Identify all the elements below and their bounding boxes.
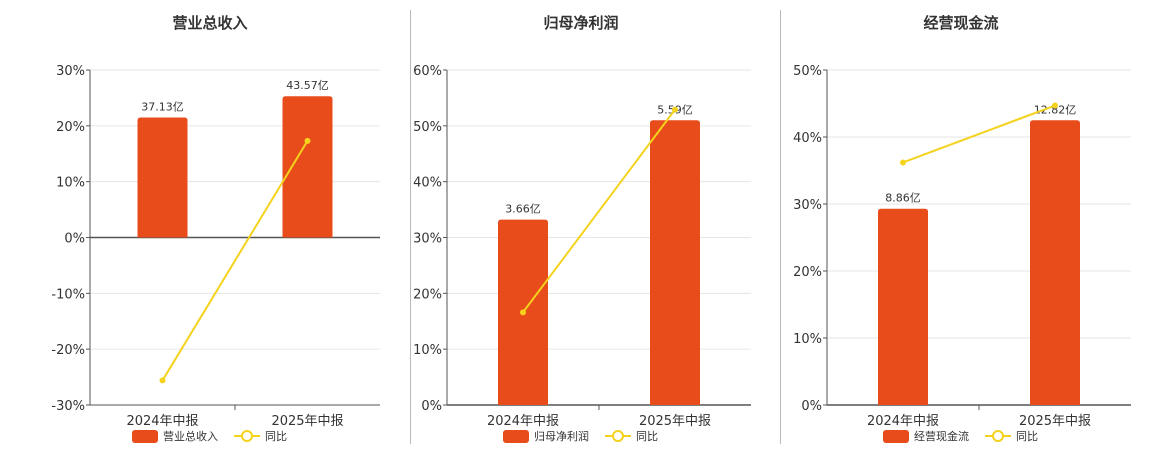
y-tick-label: 40%	[413, 176, 442, 191]
legend-swatch-bar	[132, 430, 158, 443]
y-tick-label: 40%	[793, 131, 822, 146]
y-tick-label: 20%	[793, 265, 822, 280]
x-tick-label: 2024年中报	[487, 414, 559, 429]
legend-swatch-marker	[241, 430, 253, 442]
yoy-point	[520, 309, 526, 316]
y-tick-label: 20%	[413, 287, 442, 302]
yoy-line	[902, 104, 1056, 164]
bar	[1030, 120, 1080, 405]
x-tick-label: 2024年中报	[867, 414, 939, 429]
bar	[282, 96, 333, 238]
legend-label-line: 同比	[636, 430, 658, 443]
chart-panel-revenue: 营业总收入 30% 20% 10% 0% -10% -20% -30% 2024年中报 2025年…	[0, 0, 410, 450]
chart-revenue: 营业总收入 30% 20% 10% 0% -10% -20% -30% 2024年中报 2025年…	[51, 14, 380, 443]
panel-separator	[410, 10, 411, 444]
y-tick-label: 60%	[413, 64, 442, 79]
legend-swatch-bar	[503, 430, 529, 443]
yoy-point	[304, 137, 311, 144]
yoy-point	[1052, 102, 1058, 109]
bar-data-label: 3.66亿	[505, 203, 541, 216]
y-tick-label: -20%	[51, 343, 85, 358]
legend-swatch-marker	[612, 430, 624, 442]
x-tick-label: 2025年中报	[1019, 414, 1091, 429]
legend-swatch-bar	[883, 430, 909, 443]
yoy-line	[522, 109, 676, 313]
legend-label-bar: 经营现金流	[914, 429, 969, 443]
bar-data-label: 12.82亿	[1034, 103, 1077, 116]
chart-title: 归母净利润	[543, 14, 618, 32]
y-tick-label: -30%	[51, 399, 85, 414]
bar-data-label: 43.57亿	[286, 79, 329, 92]
y-tick-label: 10%	[793, 332, 822, 347]
y-tick-label: 0%	[801, 399, 822, 414]
chart-panel-net-profit: 归母净利润 60% 50% 40% 30% 20% 10% 0% 2024年中报 2025年中报 3…	[411, 0, 780, 450]
x-tick-label: 2025年中报	[271, 414, 343, 429]
legend-label-bar: 归母净利润	[534, 429, 589, 443]
bar-data-label: 8.86亿	[885, 192, 921, 205]
chart-title: 经营现金流	[923, 14, 998, 32]
yoy-point	[900, 159, 906, 166]
bar-data-label: 37.13亿	[141, 100, 184, 113]
bar	[137, 117, 188, 238]
y-tick-label: 0%	[64, 232, 85, 247]
y-tick-label: 0%	[421, 399, 442, 414]
chart-operating-cashflow: 经营现金流 50% 40% 30% 20% 10% 0% 2024年中报 2025年中报 8.86…	[793, 14, 1131, 443]
y-tick-label: 50%	[793, 64, 822, 79]
legend-label-line: 同比	[1016, 430, 1038, 443]
y-tick-label: 10%	[56, 176, 85, 191]
panel-separator	[780, 10, 781, 444]
bar	[878, 208, 928, 405]
chart-panel-operating-cashflow: 经营现金流 50% 40% 30% 20% 10% 0% 2024年中报 2025年中报 8.86…	[781, 0, 1160, 450]
y-tick-label: -10%	[51, 287, 85, 302]
legend-label-bar: 营业总收入	[163, 429, 218, 443]
y-tick-label: 20%	[56, 120, 85, 135]
x-tick-label: 2024年中报	[126, 414, 198, 429]
bar	[650, 120, 700, 405]
y-tick-label: 50%	[413, 120, 442, 135]
y-tick-label: 30%	[793, 198, 822, 213]
legend-swatch-marker	[992, 430, 1004, 442]
chart-net-profit: 归母净利润 60% 50% 40% 30% 20% 10% 0% 2024年中报 2025年中报 3…	[413, 14, 751, 443]
x-tick-label: 2025年中报	[639, 414, 711, 429]
y-tick-label: 10%	[413, 343, 442, 358]
chart-title: 营业总收入	[172, 14, 247, 32]
y-tick-label: 30%	[56, 64, 85, 79]
yoy-line	[161, 140, 309, 381]
yoy-point	[159, 377, 166, 384]
yoy-point	[672, 106, 678, 113]
legend-label-line: 同比	[265, 430, 287, 443]
y-tick-label: 30%	[413, 232, 442, 247]
